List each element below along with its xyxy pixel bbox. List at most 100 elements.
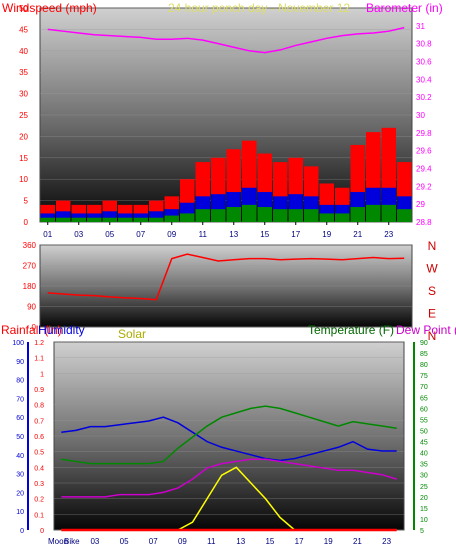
min-wind-bar	[381, 204, 396, 222]
barometer-tick-label: 29.8	[416, 129, 432, 138]
barometer-tick-label: 31	[416, 22, 425, 31]
temperature-tick-label: 65	[420, 395, 428, 402]
wind-x-tick-label: 21	[353, 230, 362, 239]
barometer-tick-label: 29.6	[416, 147, 432, 156]
min-wind-bar	[257, 207, 272, 222]
temperature-tick-label: 60	[420, 406, 428, 413]
compass-label: N	[428, 239, 437, 253]
rainfall-tick-label: 0.1	[34, 512, 44, 519]
wind-x-tick-label: 11	[199, 230, 208, 239]
compass-label: S	[428, 284, 436, 298]
direction-tick-label: 90	[27, 303, 36, 312]
wind-tick-label: 40	[19, 47, 28, 56]
direction-series	[47, 253, 405, 301]
wind-x-tick-label: 03	[74, 230, 83, 239]
barometer-right-axis: 28.8 29 29.2 29.4 29.6 29.8 30 30.2 30.4 30.6 30.8…	[416, 22, 432, 227]
rainfall-tick-label: 1	[40, 371, 44, 378]
direction-tick-label: 270	[23, 262, 37, 271]
wind-x-tick-label: 09	[167, 230, 176, 239]
solar-label: Solar	[118, 327, 146, 341]
min-wind-bar	[273, 209, 288, 222]
temp-x-tick-label: 19	[324, 537, 333, 546]
min-wind-bar	[164, 215, 179, 222]
direction-line	[47, 253, 405, 301]
min-wind-bar	[350, 207, 365, 222]
temperature-tick-label: 85	[420, 351, 428, 358]
humidity-tick-label: 20	[16, 490, 24, 497]
wind-x-tick-label: 07	[136, 230, 145, 239]
min-wind-bar	[288, 209, 303, 222]
rainfall-tick-label: 0.8	[34, 403, 44, 410]
direction-left-axis: 0 90 180 270 360	[23, 241, 37, 332]
temp-x-tick-label: 13	[236, 537, 245, 546]
windspeed-axis-label: Windspeed (mph)	[2, 1, 97, 15]
direction-tick-label: 0	[32, 323, 37, 332]
temperature-tick-label: 15	[420, 506, 428, 513]
barometer-tick-label: 30.2	[416, 93, 432, 102]
min-wind-bar	[180, 213, 195, 222]
barometer-tick-label: 29.2	[416, 182, 432, 191]
wind-x-tick-label: 17	[291, 230, 300, 239]
min-wind-bar	[149, 217, 164, 222]
min-wind-bar	[71, 217, 86, 222]
wind-tick-label: 35	[19, 68, 28, 77]
humidity-tick-label: 10	[16, 509, 24, 516]
wind-tick-label: 5	[24, 197, 29, 206]
wind-left-axis: 0 5 10 15 20 25 30 35 40 45 50	[19, 4, 28, 227]
barometer-line	[47, 26, 405, 54]
temperature-tick-label: 40	[420, 451, 428, 458]
rainfall-tick-label: 0.5	[34, 450, 44, 457]
rainfall-tick-label: 1.1	[34, 356, 44, 363]
temperature-tick-label: 20	[420, 495, 428, 502]
temperature-tick-label: 55	[420, 417, 428, 424]
min-wind-bar	[211, 209, 226, 222]
rainfall-axis: 0 0.1 0.2 0.3 0.4 0.5 0.6 0.7 0.8 0.9 1 1.1 1.2	[34, 340, 44, 535]
temp-x-tick-label: Bike	[64, 537, 80, 546]
temp-x-tick-label: 15	[265, 537, 274, 546]
barometer-tick-label: 30.4	[416, 75, 432, 84]
temperature-tick-label: 25	[420, 484, 428, 491]
temp-x-tick-label: 03	[90, 537, 99, 546]
wind-tick-label: 10	[19, 175, 28, 184]
temperature-tick-label: 80	[420, 362, 428, 369]
humidity-tick-label: 50	[16, 434, 24, 441]
humidity-axis: 0 10 20 30 40 50 60 70 80 90 100	[12, 340, 29, 535]
avg-wind-bar	[102, 211, 117, 222]
wind-tick-label: 25	[19, 111, 28, 120]
barometer-tick-label: 29	[416, 200, 425, 209]
barometer-tick-label: 29.4	[416, 165, 432, 174]
min-wind-bar	[397, 209, 412, 222]
direction-tick-label: 180	[23, 282, 37, 291]
min-wind-bar	[304, 209, 319, 222]
temp-x-tick-label: 21	[353, 537, 362, 546]
barometer-tick-label: 30	[416, 111, 425, 120]
temperature-tick-label: 10	[420, 517, 428, 524]
rainfall-tick-label: 1.2	[34, 340, 44, 347]
min-wind-bar	[226, 207, 241, 222]
temp-x-tick-label: 09	[178, 537, 187, 546]
wind-x-axis: 01 03 05 07 09 11 13 15 17 19 21 23	[43, 222, 394, 239]
humidity-tick-label: 90	[16, 359, 24, 366]
humidity-tick-label: 60	[16, 415, 24, 422]
wind-tick-label: 30	[19, 90, 28, 99]
temperature-axis: 5 10 15 20 25 30 35 40 45 50 55 60 65 70 75 80 85 90	[413, 340, 428, 535]
dewpoint-label: Dew Point (	[396, 323, 456, 337]
compass-label: N	[428, 329, 437, 343]
rainfall-tick-label: 0	[40, 528, 44, 535]
temperature-label: Temperature (F)	[308, 323, 394, 337]
wind-tick-label: 20	[19, 132, 28, 141]
min-wind-bar	[319, 213, 334, 222]
wind-tick-label: 45	[19, 25, 28, 34]
direction-tick-label: 360	[23, 241, 37, 250]
min-wind-bar	[242, 204, 257, 222]
humidity-tick-label: 100	[12, 340, 24, 347]
min-wind-bar	[118, 217, 133, 222]
rainfall-tick-label: 0.7	[34, 418, 44, 425]
min-wind-bar	[56, 217, 71, 222]
rainfall-tick-label: 0.9	[34, 387, 44, 394]
rainfall-tick-label: 0.3	[34, 481, 44, 488]
temperature-tick-label: 50	[420, 428, 428, 435]
